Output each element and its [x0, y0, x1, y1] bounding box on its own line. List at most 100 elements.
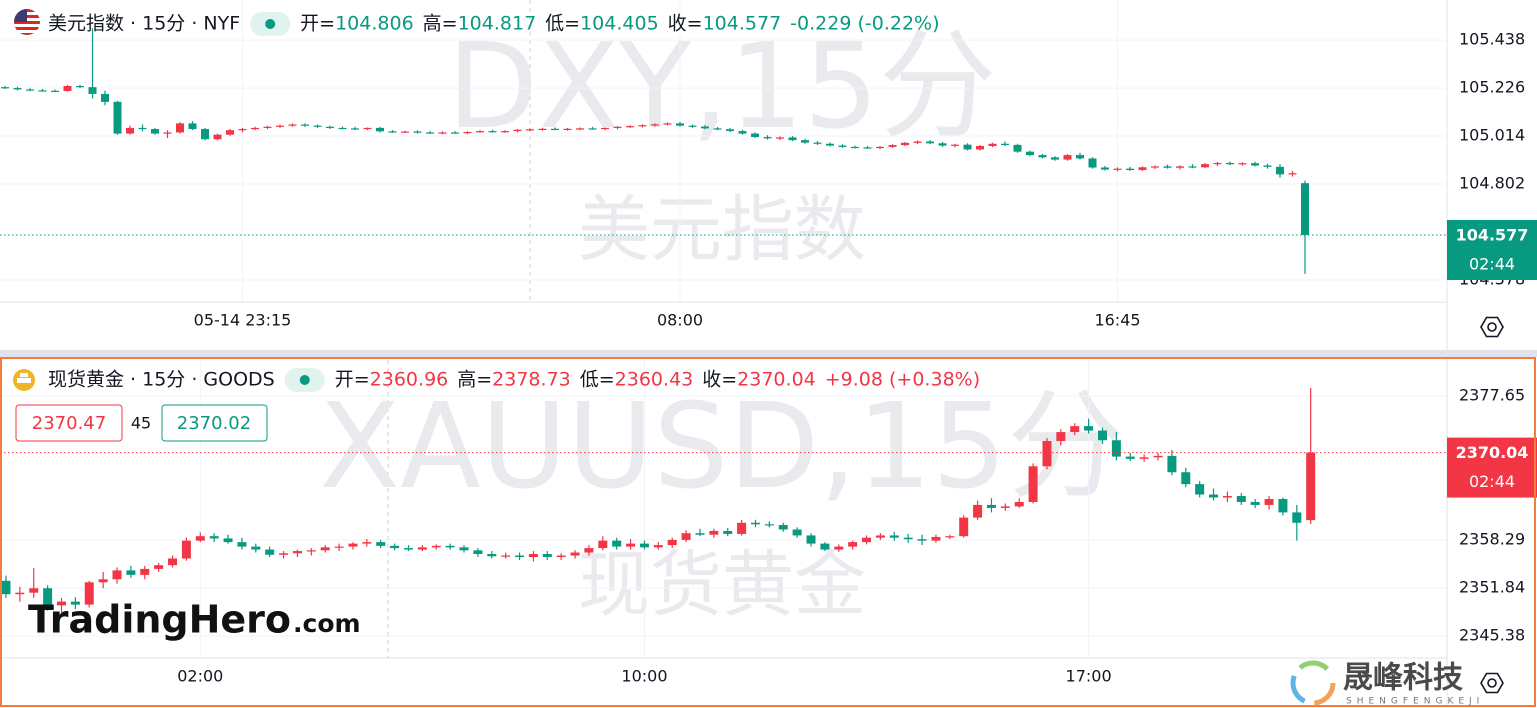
candle-body	[778, 525, 788, 530]
candle-body	[1113, 168, 1122, 170]
ohlc-label: 收=	[668, 13, 703, 35]
ohlc-value: 2360.96	[370, 369, 449, 391]
candle-body	[653, 545, 663, 548]
candle-body	[876, 146, 884, 149]
gold-bar	[20, 373, 28, 377]
candle-body	[515, 555, 525, 558]
y-tick-label: 2345.38	[1459, 625, 1525, 644]
candle-body	[1026, 151, 1034, 156]
candle-body	[338, 127, 347, 130]
ohlc-label: 开=	[335, 369, 370, 391]
candle-body	[976, 146, 984, 150]
candle-body	[445, 545, 455, 548]
candle-body	[973, 504, 983, 518]
status-dot	[299, 375, 310, 385]
candle-body	[1013, 144, 1022, 152]
candle-body	[651, 124, 659, 126]
candle-body	[701, 126, 709, 129]
logo-arc	[1290, 660, 1336, 706]
candle-body	[667, 539, 677, 546]
candle-body	[163, 132, 172, 134]
price-badge-label: 2370.04	[1456, 443, 1529, 462]
chart-title: 现货黄金 · 15分 · GOODS	[48, 369, 275, 391]
candle-body	[138, 127, 147, 130]
countdown-label: 02:44	[1469, 254, 1515, 273]
candle-body	[959, 517, 969, 537]
gear-icon[interactable]	[1480, 672, 1504, 694]
candle-body	[1251, 163, 1259, 166]
candle-body	[29, 588, 39, 593]
candle-body	[348, 543, 358, 547]
candle-body	[113, 101, 122, 134]
candle-body	[1111, 440, 1121, 457]
y-tick-label: 105.226	[1459, 78, 1525, 97]
candle-body	[1076, 155, 1084, 159]
candle-body	[501, 131, 509, 133]
gear-hole[interactable]	[1487, 322, 1497, 332]
candle-body	[1278, 498, 1288, 513]
bid-box	[15, 404, 123, 442]
candle-body	[263, 126, 272, 128]
candle-body	[1213, 162, 1222, 165]
candle-body	[986, 504, 996, 508]
candle-body	[390, 545, 400, 549]
change-label: +9.08 (+0.38%)	[825, 369, 980, 391]
candle-body	[801, 140, 809, 143]
candle-body	[292, 551, 302, 554]
x-tick-label: 16:45	[1094, 311, 1140, 330]
candle-body	[417, 547, 427, 550]
y-tick-label: 2358.29	[1459, 529, 1525, 548]
candle-body	[487, 554, 497, 557]
price-badge	[1447, 437, 1537, 498]
candle-body	[306, 550, 316, 552]
candle-body	[288, 124, 297, 126]
candle-body	[556, 555, 566, 558]
candle-body	[209, 536, 219, 539]
candle-body	[251, 546, 261, 550]
ask-box	[161, 404, 268, 442]
candle-body	[126, 570, 136, 575]
ohlc-value: 104.806	[335, 13, 414, 35]
candle-body	[938, 143, 947, 146]
candle-body	[863, 147, 872, 149]
candle-body	[676, 123, 684, 126]
gear-hole[interactable]	[1487, 678, 1497, 688]
ohlc-value: 104.817	[458, 13, 537, 35]
settings-button[interactable]	[1480, 672, 1504, 694]
candle-body	[513, 129, 522, 132]
candle-body	[98, 579, 108, 583]
candle-body	[951, 144, 959, 146]
candle-body	[988, 143, 997, 147]
gear-icon[interactable]	[1480, 316, 1504, 338]
candle-body	[806, 535, 816, 544]
candle-body	[601, 127, 609, 130]
candle-body	[1038, 155, 1047, 158]
candle-body	[1088, 158, 1097, 168]
candle-body	[1250, 501, 1260, 505]
candle-body	[1264, 498, 1274, 505]
candle-body	[1201, 164, 1209, 168]
candle-body	[751, 133, 759, 137]
candle-body	[151, 129, 159, 134]
candle-body	[84, 582, 94, 605]
candle-body	[926, 141, 934, 144]
flag-stripe	[14, 21, 40, 24]
candle-body	[826, 143, 834, 146]
candle-body	[1292, 512, 1302, 523]
ohlc-label: 低=	[545, 13, 580, 35]
candle-body	[401, 131, 409, 133]
candle-body	[963, 144, 972, 150]
candle-body	[1, 87, 9, 89]
x-tick-label: 08:00	[657, 311, 703, 330]
candle-body	[917, 539, 927, 541]
candle-body	[501, 555, 511, 557]
candle-body	[598, 540, 608, 549]
settings-button[interactable]	[1480, 316, 1504, 338]
candle-body	[451, 132, 459, 134]
price-badge	[1447, 219, 1537, 280]
company-name: 晟峰科技	[1343, 661, 1463, 696]
company-latin: SHENGFENGKEJI	[1346, 697, 1484, 707]
candle-body	[326, 126, 334, 128]
candle-body	[813, 142, 822, 144]
